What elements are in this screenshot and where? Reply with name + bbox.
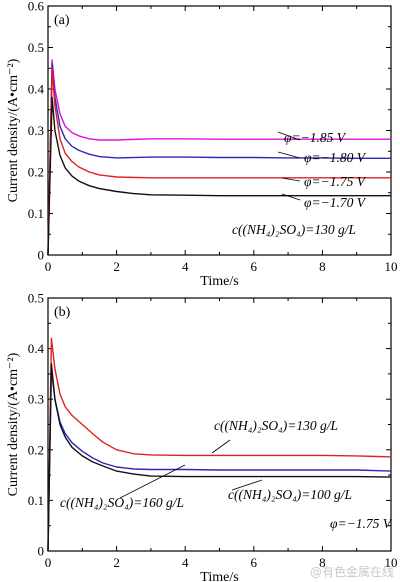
x-tick-label: 10 xyxy=(385,259,398,274)
y-tick-label: 0.4 xyxy=(28,82,45,97)
y-tick-label: 0.3 xyxy=(28,392,44,407)
x-tick-label: 4 xyxy=(182,555,189,570)
series-line-3 xyxy=(47,67,391,256)
label-leader-line xyxy=(281,177,301,182)
series-label-4: φ=−1.70 V xyxy=(304,195,367,210)
series-line-2 xyxy=(47,63,391,256)
label-leader-line xyxy=(281,193,301,201)
y-tick-label: 0.3 xyxy=(28,123,44,138)
y-tick-label: 0 xyxy=(38,544,45,559)
x-axis-label: Time/s xyxy=(200,570,238,582)
y-tick-label: 0.1 xyxy=(28,493,44,508)
watermark: @有色金属在线 xyxy=(309,565,394,579)
series-label-1: c((NH₄)₂SO₄)=130 g/L xyxy=(214,418,338,433)
y-tick-label: 0.5 xyxy=(28,40,44,55)
series-line-1 xyxy=(47,59,391,256)
x-tick-label: 2 xyxy=(113,259,120,274)
x-tick-label: 8 xyxy=(319,259,326,274)
x-tick-label: 6 xyxy=(251,555,258,570)
chart-panel-b: 0 2 4 6 8 10 0 0.1 0.2 0.3 0.4 0.5 Time/s Current den… xyxy=(6,291,398,582)
x-axis-label: Time/s xyxy=(200,274,238,289)
y-tick-label: 0.4 xyxy=(28,341,45,356)
y-tick-label: 0.2 xyxy=(28,442,44,457)
x-tick-label: 4 xyxy=(182,259,189,274)
series-label-1: φ=−1.85 V xyxy=(284,130,347,145)
label-leader-line xyxy=(277,131,301,141)
y-tick-label: 0.6 xyxy=(28,0,45,14)
condition-annotation: c((NH₄)₂SO₄)=130 g/L xyxy=(232,222,356,237)
y-axis-label: Current density/(A•cm⁻²) xyxy=(6,58,21,202)
label-leader-line xyxy=(277,151,301,159)
series-line-1 xyxy=(47,337,392,552)
x-tick-label: 8 xyxy=(319,555,326,570)
y-tick-label: 0.2 xyxy=(28,165,44,180)
series-label-3: φ=−1.75 V xyxy=(304,174,367,189)
label-leader-line xyxy=(119,464,186,499)
y-tick-label: 0 xyxy=(38,248,45,263)
series-label-2: c((NH₄)₂SO₄)=160 g/L xyxy=(60,495,184,510)
condition-annotation: φ=−1.75 V xyxy=(330,516,393,531)
x-tick-label: 2 xyxy=(113,555,120,570)
panel-label: (b) xyxy=(54,305,71,320)
label-leader-line xyxy=(211,439,231,454)
chart-panel-a: 0 2 4 6 8 10 0 0.1 0.2 0.3 0.4 0.5 0.6 Time/s Current … xyxy=(6,0,398,289)
panel-label: (a) xyxy=(54,13,70,28)
y-tick-label: 0.1 xyxy=(28,206,44,221)
series-line-3 xyxy=(47,363,392,552)
series-label-2: φ=−1.80 V xyxy=(304,150,367,165)
x-tick-label: 0 xyxy=(45,259,52,274)
label-leader-line xyxy=(231,479,263,491)
x-tick-label: 0 xyxy=(45,555,52,570)
y-tick-label: 0.5 xyxy=(28,291,44,306)
x-tick-label: 6 xyxy=(251,259,258,274)
x-tick-label: 10 xyxy=(385,555,398,570)
series-label-3: c((NH₄)₂SO₄)=100 g/L xyxy=(228,487,352,502)
y-axis-label: Current density/(A•cm⁻²) xyxy=(6,352,21,496)
